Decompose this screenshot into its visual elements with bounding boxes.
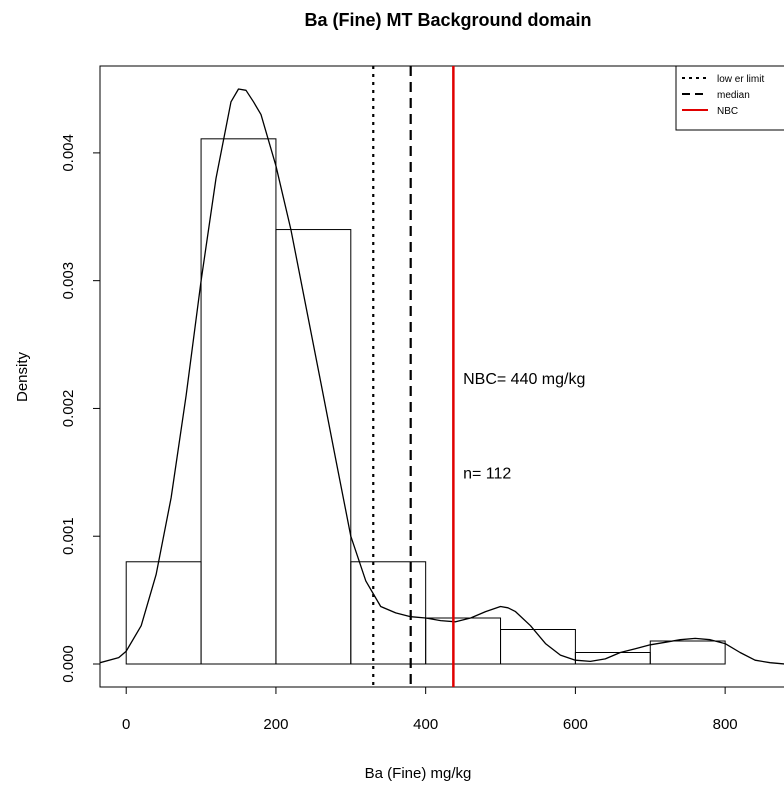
y-axis: 0.000 0.001 0.002 0.003 0.004 <box>60 134 100 683</box>
y-axis-label: Density <box>14 351 31 402</box>
histogram-bar-0 <box>125 561 202 665</box>
histogram-bar-3 <box>350 561 427 665</box>
x-axis-label: Ba (Fine) mg/kg <box>365 765 472 782</box>
histogram-bar-5 <box>500 629 576 665</box>
legend-label-2: NBC <box>717 106 738 117</box>
histogram-bar-7 <box>649 640 726 665</box>
annotation-1: n= 112 <box>463 466 511 483</box>
legend: low er limit median NBC <box>675 65 784 131</box>
histogram-bar-1 <box>200 138 277 665</box>
plot-frame <box>99 65 784 688</box>
chart-title: Ba (Fine) MT Background domain <box>304 10 591 30</box>
x-tick-label-2: 400 <box>413 716 438 733</box>
legend-box <box>675 65 784 131</box>
legend-label-1: median <box>717 90 750 101</box>
x-tick-label-1: 200 <box>263 716 288 733</box>
annotation-0: NBC= 440 mg/kg <box>463 371 585 388</box>
annotations-layer: NBC= 440 mg/kg n= 112 <box>463 371 585 483</box>
x-tick-label-0: 0 <box>122 716 130 733</box>
x-tick-label-4: 800 <box>713 716 738 733</box>
y-tick-label-4: 0.004 <box>60 134 77 172</box>
legend-label-0: low er limit <box>717 74 764 85</box>
x-tick-label-3: 600 <box>563 716 588 733</box>
histogram-bar-4 <box>425 617 502 665</box>
y-tick-label-1: 0.001 <box>60 517 77 555</box>
y-tick-label-0: 0.000 <box>60 645 77 683</box>
histogram-bar-6 <box>574 652 651 665</box>
histogram-bar-2 <box>275 229 352 665</box>
y-tick-label-3: 0.003 <box>60 262 77 300</box>
bars-layer <box>125 138 726 665</box>
y-tick-label-2: 0.002 <box>60 390 77 428</box>
reference-lines-layer <box>372 66 455 687</box>
x-axis: 0 200 400 600 800 <box>122 687 738 733</box>
density-curve <box>100 88 784 665</box>
density-curve-layer <box>100 88 784 665</box>
